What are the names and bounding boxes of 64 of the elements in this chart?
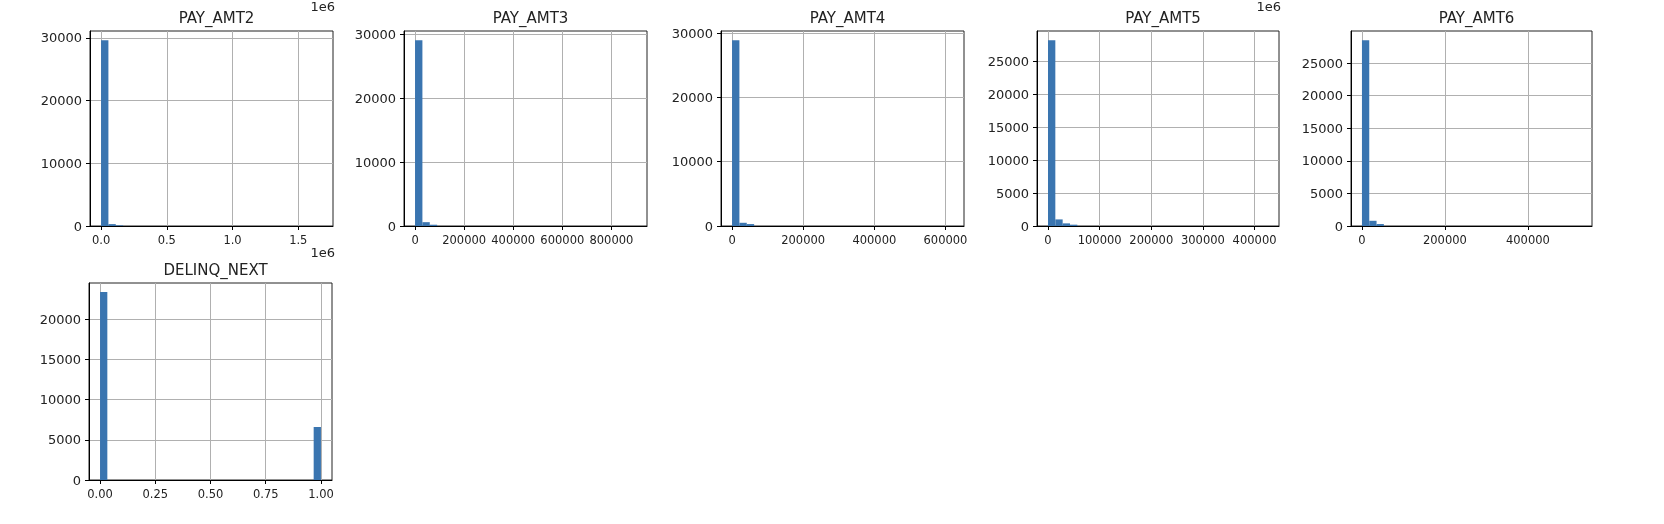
chart-title: PAY_AMT4 [809,8,886,28]
x-tick-label: 1.00 [308,487,334,501]
chart-title: DELINQ_NEXT [163,260,269,280]
chart-title: PAY_AMT3 [492,8,569,28]
y-tick-label: 30000 [671,25,713,41]
y-tick-label: 10000 [40,155,82,171]
x-tick-label: 0.0 [91,233,111,247]
y-tick-label: 30000 [40,30,82,46]
x-tick-label: 200000 [1129,233,1174,247]
y-tick-label: 0 [72,472,81,488]
x-tick-label: 1.5 [289,233,308,247]
chart-title: PAY_AMT5 [1125,8,1201,28]
x-tick-label: 200000 [442,233,487,247]
x-tick-label: 0.75 [252,487,279,501]
chart-title: PAY_AMT6 [1438,8,1515,28]
x-tick-label: 200000 [781,233,826,247]
x-tick-label: 400000 [1505,233,1550,247]
y-tick-label: 15000 [987,119,1029,135]
y-tick-label: 10000 [354,154,396,170]
y-tick-label: 20000 [39,311,81,327]
x-tick-label: 400000 [852,233,897,247]
x-tick-label: 100000 [1077,233,1122,247]
y-tick-label: 20000 [987,86,1029,102]
y-tick-label: 10000 [39,392,81,408]
x-tick-label: 300000 [1180,233,1225,247]
x-tick-label: 0 [728,233,736,247]
y-tick-label: 0 [73,218,82,234]
x-tick-label: 400000 [491,233,536,247]
y-tick-label: 20000 [40,93,82,109]
x-tick-label: 600000 [923,233,968,247]
x-tick-label: 0 [1358,233,1366,247]
chart-title: PAY_AMT2 [178,8,255,28]
y-tick-label: 15000 [39,352,81,368]
y-tick-label: 15000 [1301,120,1343,136]
x-tick-label: 0 [411,233,419,247]
y-tick-label: 20000 [671,89,713,105]
y-tick-label: 5000 [47,432,81,448]
y-tick-label: 25000 [1301,55,1343,71]
y-tick-label: 0 [1020,218,1029,234]
x-tick-label: 1.0 [223,233,242,247]
x-tick-label: 0 [1044,233,1052,247]
text: 1e6 [310,0,336,14]
x-tick-label: 600000 [540,233,585,247]
y-tick-label: 10000 [987,152,1029,168]
y-tick-label: 5000 [1309,185,1343,201]
y-tick-label: 25000 [987,53,1029,69]
y-tick-label: 10000 [671,154,713,170]
x-tick-label: 0.25 [142,487,169,501]
y-tick-label: 5000 [995,185,1029,201]
y-tick-label: 0 [704,218,713,234]
x-tick-label: 0.00 [87,487,113,501]
x-tick-label: 800000 [589,233,634,247]
x-tick-label: 0.50 [197,487,224,501]
x-tick-label: 0.5 [157,233,176,247]
y-tick-label: 20000 [1301,88,1343,104]
y-tick-label: 0 [1334,218,1343,234]
text: 1e6 [310,245,336,260]
text: 1e6 [1256,0,1282,14]
x-tick-label: 400000 [1232,233,1277,247]
x-tick-label: 200000 [1422,233,1467,247]
y-tick-label: 20000 [354,90,396,106]
y-tick-label: 10000 [1301,153,1343,169]
y-tick-label: 30000 [354,27,396,43]
y-tick-label: 0 [387,218,396,234]
